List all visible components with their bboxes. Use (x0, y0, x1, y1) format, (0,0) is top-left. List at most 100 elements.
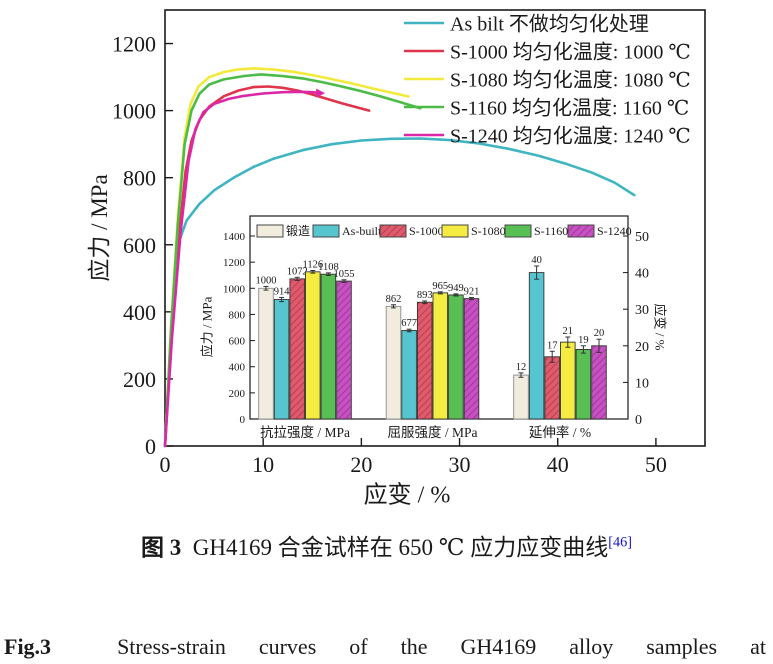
main-legend: As bilt 不做均匀化处理 S-1000 均匀化温度: 1000 ℃ S-108… (404, 13, 691, 148)
inset-category-label: 抗拉强度 / MPa (260, 425, 350, 440)
caption-zh-text: GH4169 合金试样在 650 ℃ 应力应变曲线 (181, 535, 609, 560)
bar-value-label: 949 (448, 283, 464, 294)
caption-chinese: 图 3 GH4169 合金试样在 650 ℃ 应力应变曲线[46] (0, 528, 773, 562)
bar-s-1000 (416, 301, 433, 420)
bar-value-label: 1072 (287, 266, 308, 277)
bar-value-label: 862 (386, 294, 402, 305)
y-tick-label: 600 (123, 233, 156, 258)
bar-s-1160 (320, 273, 337, 420)
legend-label: S-1000 均匀化温度: 1000 ℃ (450, 41, 691, 64)
inset-category-label: 屈服强度 / MPa (387, 425, 477, 440)
inset-category-label: 延伸率 / % (529, 424, 591, 440)
bar-value-label: 921 (464, 287, 480, 298)
inset-legend-label: S-1080 (471, 224, 506, 238)
x-tick-label: 50 (645, 452, 667, 477)
inset-legend-label: As-built (342, 224, 382, 238)
inset-legend-label: S-1000 (409, 224, 444, 238)
y-tick-label: 1200 (112, 32, 156, 57)
bar-as-built (528, 272, 545, 420)
x-tick-label: 0 (160, 452, 171, 477)
inset-right-tick-label: 30 (635, 303, 649, 318)
bar-as-built (273, 299, 290, 420)
bar-锻造 (513, 374, 529, 420)
legend-label: S-1160 均匀化温度: 1160 ℃ (450, 97, 689, 120)
x-tick-label: 20 (350, 452, 372, 477)
bar-s-1000 (544, 356, 560, 420)
inset-left-tick-label: 400 (229, 362, 246, 374)
inset-legend-swatch (312, 224, 340, 238)
bar-value-label: 893 (417, 290, 433, 301)
inset-left-tick-label: 1000 (223, 283, 246, 295)
y-tick-label: 800 (123, 166, 156, 191)
bar-value-label: 965 (432, 281, 448, 292)
legend-label: S-1080 均匀化温度: 1080 ℃ (450, 69, 691, 92)
bar-s-1240 (336, 280, 352, 420)
bar-value-label: 12 (516, 362, 527, 373)
curve-s-1000 (163, 85, 371, 448)
inset-left-tick-label: 600 (229, 336, 246, 348)
legend-label: As bilt 不做均匀化处理 (450, 13, 649, 36)
inset-right-tick-label: 0 (635, 413, 642, 428)
bar-value-label: 914 (274, 286, 291, 297)
inset-legend-swatch (256, 224, 284, 238)
bar-value-label: 1000 (256, 275, 277, 286)
inset-right-tick-label: 40 (635, 267, 649, 282)
bar-s-1160 (575, 349, 592, 420)
x-tick-label: 10 (252, 452, 274, 477)
inset-right-tick-label: 10 (635, 376, 649, 391)
bar-s-1080 (305, 271, 321, 420)
inset-legend-swatch (567, 224, 595, 238)
curve-s-1160 (163, 73, 422, 448)
inset-right-axis-title: 应变 / % (652, 303, 668, 351)
inset-legend-swatch (441, 224, 469, 238)
inset-legend-label: S-1160 (534, 224, 568, 238)
bar-s-1080 (560, 341, 576, 420)
inset-right-tick-label: 50 (635, 230, 649, 245)
bar-s-1160 (448, 294, 464, 420)
y-tick-label: 1000 (112, 99, 156, 124)
caption-english: Fig.3 Stress-strain curves of the GH4169… (4, 582, 766, 664)
inset-legend-swatch (379, 224, 407, 238)
inset-legend-swatch (504, 224, 532, 238)
caption-en-line1: Fig.3 Stress-strain curves of the GH4169… (4, 634, 766, 660)
caption-zh-reference: [46] (608, 534, 632, 551)
inset-left-tick-label: 800 (229, 309, 246, 321)
caption-zh-number: 图 3 (141, 535, 182, 560)
inset-left-tick-label: 1200 (223, 257, 246, 269)
bar-value-label: 1055 (334, 269, 355, 280)
curve-end-arrow-icon (316, 88, 326, 98)
curve-s-1240 (163, 90, 323, 448)
x-tick-label: 30 (449, 452, 471, 477)
bar-as-built (401, 330, 417, 420)
inset-legend-label: S-1240 (597, 224, 632, 238)
inset-bar-chart: 0 200 400 600 800 1000 1200 1400 0 10 20 30 40 50 抗拉强度… (223, 215, 649, 440)
y-tick-label: 400 (123, 300, 156, 325)
main-x-axis-title: 应变 / % (363, 482, 451, 509)
inset-left-tick-label: 0 (240, 414, 246, 426)
bar-s-1000 (289, 278, 305, 420)
bar-value-label: 17 (547, 340, 558, 351)
bar-value-label: 21 (563, 326, 574, 337)
bar-锻造 (385, 305, 402, 420)
inset-right-tick-label: 20 (635, 340, 649, 355)
inset-left-tick-label: 200 (229, 388, 246, 400)
bar-s-1240 (463, 298, 480, 420)
inset-left-tick-label: 1400 (223, 231, 246, 243)
main-y-axis-title: 应力 / MPa (87, 174, 112, 282)
bar-s-1080 (432, 292, 449, 420)
y-tick-label: 0 (145, 434, 156, 459)
bar-value-label: 1126 (302, 260, 323, 271)
legend-label: S-1240 均匀化温度: 1240 ℃ (450, 125, 691, 148)
bar-锻造 (258, 287, 274, 420)
x-tick-label: 40 (547, 452, 569, 477)
bar-value-label: 677 (401, 318, 417, 329)
bar-value-label: 40 (531, 255, 542, 266)
inset-legend-label: 锻造 (286, 224, 310, 238)
curve-as-bilt (163, 137, 636, 448)
bar-value-label: 20 (594, 328, 605, 339)
caption-en-number: Fig.3 (4, 634, 52, 659)
bar-s-1240 (591, 345, 607, 420)
caption-en-text: Stress-strain curves of the GH4169 alloy… (51, 634, 766, 659)
